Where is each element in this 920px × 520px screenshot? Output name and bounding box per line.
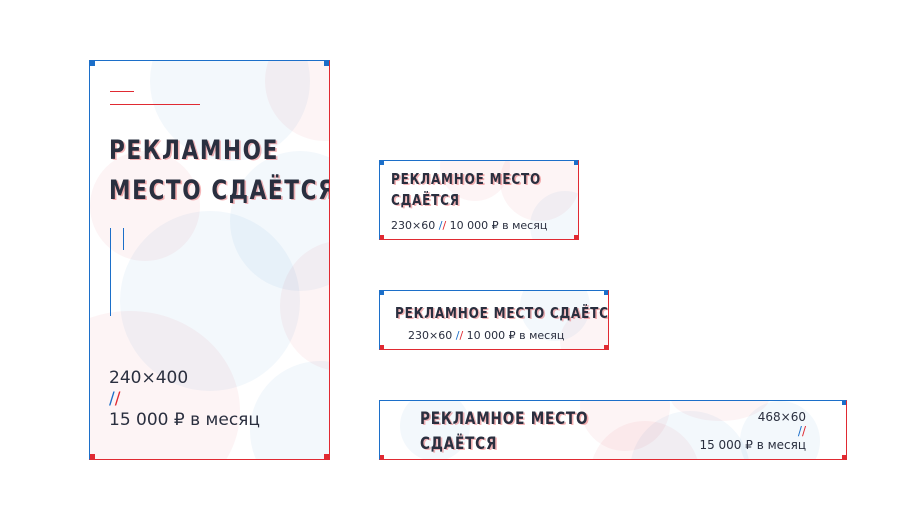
decor-line: [110, 104, 200, 105]
banner-title: Рекламное место сдаётся: [395, 304, 609, 322]
decor-line: [110, 91, 134, 92]
separator: //: [438, 219, 447, 232]
banner-info: 230×60 // 10 000 ₽ в месяц: [391, 219, 547, 233]
banner-size: 468×60: [757, 410, 806, 424]
banner-title: Рекламное место сдаётся: [391, 170, 541, 209]
corner-marker: [380, 235, 384, 239]
separator: //: [455, 329, 464, 342]
banner-price: 15 000 ₽ в месяц: [109, 410, 260, 430]
banner-small-a[interactable]: Рекламное место сдаётся 230×60 // 10 000…: [379, 160, 579, 240]
banner-small-b[interactable]: Рекламное место сдаётся 230×60 // 10 000…: [379, 290, 609, 350]
corner-marker: [324, 61, 329, 66]
corner-marker: [604, 345, 608, 349]
banner-info: 230×60 // 10 000 ₽ в месяц: [408, 329, 564, 343]
corner-marker: [842, 401, 846, 405]
decor-circle: [90, 151, 200, 261]
banner-wide[interactable]: Рекламное место сдаётся 468×60 // 15 000…: [379, 400, 847, 460]
banner-vertical[interactable]: Рекламное место сдаётся 240×400 // 15 00…: [89, 60, 330, 460]
decor-line: [123, 228, 124, 250]
corner-marker: [842, 455, 846, 459]
decor-circle: [400, 401, 470, 459]
decor-circle: [250, 361, 329, 459]
corner-marker: [324, 454, 329, 459]
decor-circle: [120, 211, 300, 391]
banner-info: 240×400 // 15 000 ₽ в месяц: [109, 368, 260, 431]
separator: //: [109, 389, 121, 409]
corner-marker: [90, 61, 95, 66]
banner-size: 230×60: [391, 219, 436, 232]
decor-circle: [500, 161, 578, 221]
corner-marker: [604, 291, 608, 295]
separator: //: [797, 424, 806, 438]
corner-marker: [574, 161, 578, 165]
banner-price: 10 000 ₽ в месяц: [466, 329, 565, 342]
corner-marker: [574, 235, 578, 239]
banner-info: 468×60 // 15 000 ₽ в месяц: [699, 410, 806, 452]
corner-marker: [380, 291, 384, 295]
banner-size: 240×400: [109, 368, 189, 388]
banner-title: Рекламное место сдаётся: [109, 135, 330, 206]
decor-line: [110, 228, 111, 316]
banner-price: 10 000 ₽ в месяц: [449, 219, 548, 232]
corner-marker: [380, 455, 384, 459]
decor-circle: [670, 401, 770, 421]
decor-circle: [740, 401, 820, 459]
banner-title: Рекламное место сдаётся: [420, 409, 589, 454]
corner-marker: [90, 454, 95, 459]
corner-marker: [380, 345, 384, 349]
banner-price: 15 000 ₽ в месяц: [699, 438, 806, 452]
banner-size: 230×60: [408, 329, 453, 342]
corner-marker: [380, 161, 384, 165]
